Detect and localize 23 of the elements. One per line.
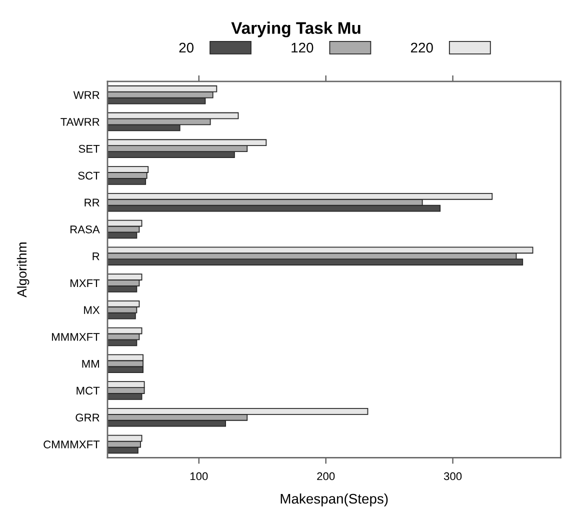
y-tick-label: SCT (78, 172, 100, 180)
y-tick-label: CMMMXFT (44, 440, 100, 448)
y-tick-label: MM (82, 360, 99, 368)
y-tick-label: TAWRR (60, 118, 100, 126)
legend-title: Varying Task Mu (231, 22, 360, 38)
y-tick-label: GRR (76, 414, 100, 422)
y-tick-label: MXFT (70, 279, 100, 288)
x-tick-label: 300 (444, 472, 462, 480)
legend-label: 120 (292, 42, 314, 53)
y-tick-label: WRR (73, 91, 100, 99)
legend-label: 20 (179, 42, 194, 53)
y-tick-label: RR (84, 198, 100, 206)
y-axis-title: Algorithm (16, 242, 30, 298)
y-tick-label: R (92, 252, 100, 260)
x-tick-label: 200 (317, 472, 335, 480)
x-tick-label: 100 (190, 472, 208, 480)
y-tick-label: SET (78, 144, 100, 153)
x-axis-title: Makespan(Steps) (280, 493, 388, 506)
legend-label: 220 (410, 42, 433, 53)
y-tick-label: MX (84, 306, 100, 314)
y-tick-label: RASA (70, 226, 100, 234)
y-tick-label: MMMXFT (52, 333, 100, 341)
y-tick-label: MCT (76, 386, 100, 395)
